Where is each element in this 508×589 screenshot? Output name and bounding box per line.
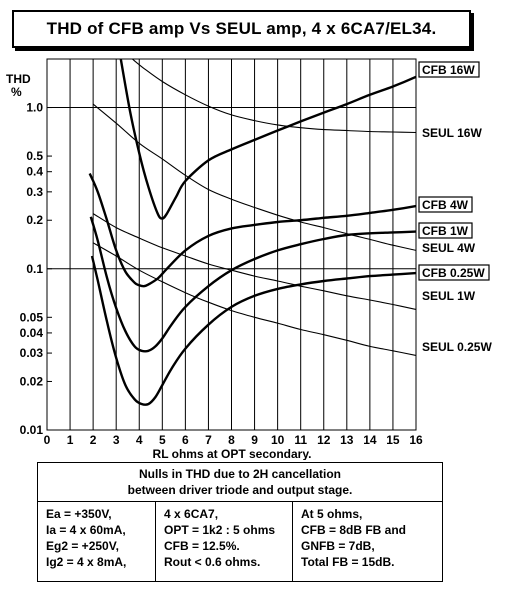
x-tick-label: 11 [294,433,307,447]
series-label-box [418,222,473,239]
note-line: Total FB = 15dB. [301,555,395,569]
notes-header-line1: Nulls in THD due to 2H cancellation [138,467,342,481]
notes-header: Nulls in THD due to 2H cancellation betw… [38,463,442,502]
series-label-box [418,264,490,281]
x-tick-label: 8 [228,433,235,447]
plot-frame [46,58,417,431]
series-label-seul-16w: SEUL 16W [422,126,482,140]
x-tick-label: 4 [136,433,143,447]
x-tick-label: 14 [363,433,377,447]
y-tick-labels: 1.0 0.5 0.4 0.3 0.2 0.1 0.05 0.04 0.03 0.02 0.01 [20,101,52,437]
series-line-cfb-16w [119,59,416,220]
y-tick-label: 0.03 [20,346,44,360]
curves [88,59,416,406]
note-line: Rout < 0.6 ohms. [164,555,261,569]
y-tick-label: 0.2 [26,213,43,227]
series-label-seul-1w: SEUL 1W [422,289,476,303]
series-label-seul-0-25w: SEUL 0.25W [422,340,492,354]
series-line-cfb-4w [88,173,416,288]
y-tick-label: 0.1 [26,262,43,276]
x-tick-label: 1 [67,433,74,447]
chart-title: THD of CFB amp Vs SEUL amp, 4 x 6CA7/EL3… [12,10,471,48]
series-label-box [418,61,480,78]
y-tick-label: 0.01 [20,423,44,437]
note-line: At 5 ohms, [301,507,363,521]
series-label-text: SEUL 16W [422,126,482,140]
notes-column-output-stage: 4 x 6CA7, OPT = 1k2 : 5 ohms CFB = 12.5%… [156,502,293,581]
notes-column-feedback: At 5 ohms, CFB = 8dB FB and GNFB = 7dB, … [293,502,442,581]
x-tick-label: 2 [90,433,97,447]
series-label-text: CFB 1W [422,224,469,238]
y-tick-label: 0.5 [26,149,43,163]
note-line: Ia = 4 x 60mA, [46,523,126,537]
y-tick-label: 0.02 [20,374,44,388]
x-tick-labels: 0 1 2 3 4 5 6 7 8 9 10 11 12 13 14 15 16 [44,433,423,447]
x-tick-label: 9 [251,433,258,447]
note-line: GNFB = 7dB, [301,539,375,553]
note-line: OPT = 1k2 : 5 ohms [164,523,276,537]
series-label-cfb-1w: CFB 1W [418,222,473,239]
x-tick-label: 10 [271,433,285,447]
x-tick-label: 0 [44,433,51,447]
x-tick-label: 12 [317,433,331,447]
note-line: 4 x 6CA7, [164,507,219,521]
note-line: Ig2 = 4 x 8mA, [46,555,127,569]
series-line-seul-1w [92,213,416,310]
x-tick-label: 15 [386,433,400,447]
y-axis-label-line2: % [11,85,22,99]
series-label-cfb-16w: CFB 16W [418,61,480,78]
x-tick-label: 7 [205,433,212,447]
x-tick-label: 5 [159,433,166,447]
notes-column-operating-point: Ea = +350V, Ia = 4 x 60mA, Eg2 = +250V, … [38,502,156,581]
note-line: CFB = 12.5%. [164,539,240,553]
x-tick-label: 3 [113,433,120,447]
series-label-text: CFB 16W [422,63,475,77]
y-tick-label: 0.4 [26,165,43,179]
y-tick-label: 0.05 [20,310,44,324]
y-tick-label: 0.3 [26,185,43,199]
note-line: Eg2 = +250V, [46,539,119,553]
x-axis-label: RL ohms at OPT secondary. [153,447,312,460]
note-line: CFB = 8dB FB and [301,523,407,537]
thd-chart: 0 1 2 3 4 5 6 7 8 9 10 11 12 13 14 15 16 1.00.50.40.30.2… [6,58,492,460]
series-label-text: SEUL 1W [422,289,476,303]
series-line-seul-4w [92,103,416,251]
x-tick-label: 13 [340,433,354,447]
series-label-seul-4w: SEUL 4W [422,241,476,255]
series-label-box [418,196,473,213]
y-tick-label: 0.04 [20,326,44,340]
series-label-text: SEUL 4W [422,241,476,255]
series-label-cfb-0-25w: CFB 0.25W [418,264,490,281]
y-axis-label-line1: THD [6,72,31,86]
series-label-text: SEUL 0.25W [422,340,492,354]
series-labels: CFB 16W CFB 4W CFB 1W CFB 0.25W SEUL 16W SEUL… [418,61,492,354]
series-label-text: CFB 4W [422,198,469,212]
series-line-cfb-1w [89,216,416,353]
notes-table: Nulls in THD due to 2H cancellation betw… [37,462,443,582]
series-label-text: CFB 0.25W [422,266,485,280]
note-line: Ea = +350V, [46,507,112,521]
series-label-cfb-4w: CFB 4W [418,196,473,213]
x-tick-label: 16 [409,433,423,447]
series-line-cfb-0-25w [90,255,416,406]
series-line-seul-0-25w [92,242,416,356]
x-tick-label: 6 [182,433,189,447]
notes-header-line2: between driver triode and output stage. [127,483,353,497]
series-line-seul-16w [131,59,416,134]
y-tick-label: 1.0 [26,101,43,115]
